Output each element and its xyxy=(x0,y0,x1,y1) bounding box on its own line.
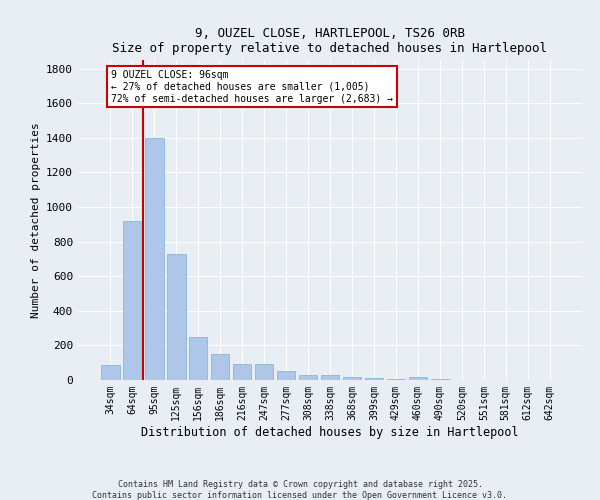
Bar xyxy=(189,337,208,380)
Bar xyxy=(277,372,295,380)
Bar xyxy=(167,254,185,380)
Bar xyxy=(386,379,405,380)
Title: 9, OUZEL CLOSE, HARTLEPOOL, TS26 0RB
Size of property relative to detached house: 9, OUZEL CLOSE, HARTLEPOOL, TS26 0RB Siz… xyxy=(113,26,548,54)
Y-axis label: Number of detached properties: Number of detached properties xyxy=(31,122,41,318)
Bar xyxy=(233,364,251,380)
Bar xyxy=(123,221,142,380)
Text: 9 OUZEL CLOSE: 96sqm
← 27% of detached houses are smaller (1,005)
72% of semi-de: 9 OUZEL CLOSE: 96sqm ← 27% of detached h… xyxy=(112,70,394,104)
X-axis label: Distribution of detached houses by size in Hartlepool: Distribution of detached houses by size … xyxy=(141,426,519,438)
Bar xyxy=(409,378,427,380)
Text: Contains HM Land Registry data © Crown copyright and database right 2025.
Contai: Contains HM Land Registry data © Crown c… xyxy=(92,480,508,500)
Bar xyxy=(145,138,164,380)
Bar xyxy=(320,375,340,380)
Bar xyxy=(255,364,274,380)
Bar xyxy=(101,366,119,380)
Bar xyxy=(365,378,383,380)
Bar xyxy=(343,378,361,380)
Bar xyxy=(299,375,317,380)
Bar xyxy=(211,354,229,380)
